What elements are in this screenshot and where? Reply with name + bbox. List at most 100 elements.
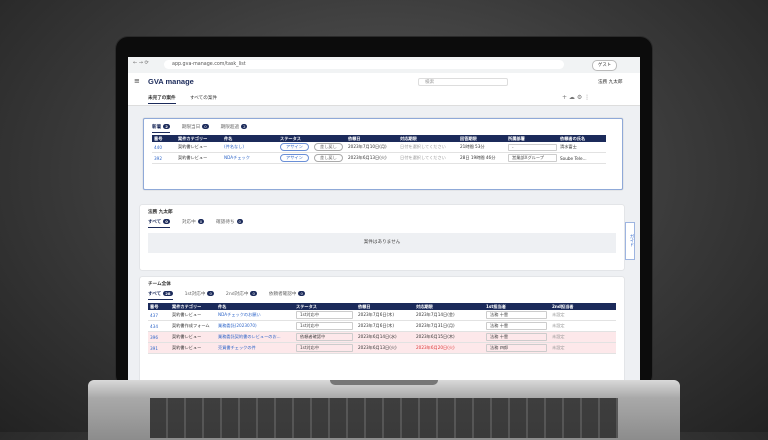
- cell: 2023年7月10日(月): [346, 142, 399, 153]
- tab-label: 2nd対応中: [225, 292, 249, 297]
- cell: アサイン: [278, 142, 312, 153]
- task-row[interactable]: 392 契約書レビュー NDAチェック アサイン 差し戻し 2023年6月13日(火) 日付…: [152, 152, 607, 164]
- cell: 434: [148, 320, 170, 332]
- cell: NDAチェック: [222, 152, 278, 164]
- user-name[interactable]: 法務 九太郎: [598, 80, 623, 85]
- department-select[interactable]: -: [508, 143, 557, 151]
- column-header: 依頼日: [356, 303, 414, 310]
- column-header: 依頼者の氏名: [558, 135, 607, 142]
- cell: -: [506, 142, 559, 153]
- task-row[interactable]: 391 契約書レビュー 売買書チェックの件 1st対応中 2023年6月13日(火) 20…: [148, 342, 616, 354]
- tab-label: 期限超過: [220, 125, 240, 130]
- guide-tab[interactable]: ガイド: [625, 222, 635, 260]
- tab-label: 確認待ち: [216, 220, 235, 225]
- assignee-select[interactable]: 法務 四郎: [486, 344, 547, 352]
- return-button[interactable]: 差し戻し: [314, 154, 343, 162]
- tab[interactable]: 新着 2: [152, 124, 170, 133]
- cell: 21時間 53分: [458, 142, 507, 153]
- cell: 差し戻し: [312, 142, 347, 153]
- cell: 未設定: [550, 342, 616, 354]
- cell: 2023年7月6日(木): [356, 310, 414, 321]
- column-header: 件名: [222, 135, 278, 142]
- assignee-select[interactable]: 法務 十雲: [486, 333, 547, 341]
- return-button[interactable]: 差し戻し: [314, 143, 343, 151]
- menu-icon[interactable]: ≡: [134, 77, 140, 85]
- tab[interactable]: 依頼者確認中 0: [269, 291, 305, 300]
- task-row[interactable]: 434 契約書作成フォーム 業務委託(2023070) 1st対応中 2023年7月6日…: [148, 320, 616, 332]
- empty-message: 案件はありません: [148, 233, 616, 253]
- column-header: 2nd担当者: [550, 303, 616, 310]
- cell: 契約書作成フォーム: [170, 320, 216, 332]
- nav-tab[interactable]: 未完了の案件: [148, 95, 176, 104]
- search-box[interactable]: 検索: [418, 78, 508, 86]
- nav-tab[interactable]: すべての案件: [190, 96, 218, 101]
- cell: 2023年7月6日(木): [356, 320, 414, 332]
- cell: NDAチェックのお願い: [216, 310, 294, 321]
- status-select[interactable]: 1st対応中: [296, 322, 354, 330]
- assign-button[interactable]: アサイン: [280, 143, 309, 151]
- tab-label: 対応中: [181, 220, 196, 225]
- header-row: 番号 案件カテゴリー 件名 ステータス 依頼日 対応期限 回答期限 所属部署 依頼者の氏名: [152, 135, 607, 142]
- tab[interactable]: 期限当日 0: [182, 124, 209, 133]
- cell: 1st対応中: [294, 320, 356, 332]
- assignee-panel: 法務 九太郎 すべて 0 対応中 0 確認待ち 0 案件はありません: [140, 205, 624, 270]
- column-header: 回答期限: [458, 135, 507, 142]
- task-row[interactable]: 437 契約書レビュー NDAチェックのお願い 1st対応中 2023年7月6日(木) 2…: [148, 310, 616, 321]
- tab-label: 新着: [152, 125, 162, 130]
- tab[interactable]: すべて 0: [148, 219, 170, 228]
- cell: 日付を選択してください: [398, 152, 459, 164]
- date-input[interactable]: 日付を選択してください: [400, 155, 446, 160]
- app-header: ≡ GVA manage 検索 法務 九太郎: [128, 73, 640, 91]
- status-select[interactable]: 1st対応中: [296, 311, 354, 319]
- task-row[interactable]: 440 契約書レビュー (件名なし) アサイン 差し戻し 2023年7月10日(月) 日付を…: [152, 142, 607, 153]
- status-select[interactable]: 1st対応中: [296, 344, 354, 352]
- cell: 契約書レビュー: [170, 310, 216, 321]
- tab-count: 0: [207, 291, 214, 296]
- cell: 1st対応中: [294, 310, 356, 321]
- task-row[interactable]: 396 契約書レビュー 業務委託契約書のレビューのお... 依頼者確認中 2023年6月…: [148, 331, 616, 343]
- cell: 営業部Xグループ: [506, 152, 559, 164]
- tab-label: 依頼者確認中: [268, 292, 297, 297]
- cell: 2023年6月15日(木): [414, 331, 484, 343]
- task-table: 番号 案件カテゴリー 件名 ステータス 依頼日 対応期限 回答期限 所属部署 依頼者の氏名 440…: [152, 135, 607, 164]
- column-header: 依頼日: [346, 135, 399, 142]
- logo[interactable]: GVA manage: [148, 77, 194, 86]
- cell: 法務 十雲: [484, 331, 550, 343]
- cell: 1st対応中: [294, 342, 356, 354]
- column-header: 1st担当者: [484, 303, 550, 310]
- assign-button[interactable]: アサイン: [280, 154, 309, 162]
- cell: Soube Tele...: [558, 152, 607, 164]
- tab[interactable]: 1st対応中 0: [185, 291, 214, 300]
- tab-label: すべて: [148, 292, 162, 297]
- cell: 業務委託契約書のレビューのお...: [216, 331, 294, 343]
- department-select[interactable]: 営業部Xグループ: [508, 154, 557, 162]
- column-header: ステータス: [278, 135, 347, 142]
- date-input[interactable]: 日付を選択してください: [400, 144, 446, 149]
- tab[interactable]: 期限超過 2: [221, 124, 248, 133]
- tab[interactable]: 対応中 0: [181, 219, 205, 228]
- column-header: 番号: [152, 135, 176, 142]
- toolbar-icons[interactable]: + ☁ ⚙ ⋮: [562, 94, 591, 101]
- cell: 法務 四郎: [484, 342, 550, 354]
- tab[interactable]: 2nd対応中 0: [226, 291, 257, 300]
- tab[interactable]: 確認待ち 0: [216, 219, 243, 228]
- status-select[interactable]: 依頼者確認中: [296, 333, 354, 341]
- cell: 2023年6月14日(水): [356, 331, 414, 343]
- profile-button[interactable]: ゲスト: [592, 60, 618, 71]
- cell: 未設定: [550, 310, 616, 321]
- cell: 依頼者確認中: [294, 331, 356, 343]
- browser-nav-buttons[interactable]: ← → ⟳: [133, 60, 149, 66]
- cell: 未設定: [550, 320, 616, 332]
- assignee-select[interactable]: 法務 十雲: [486, 322, 547, 330]
- tab-label: 1st対応中: [184, 292, 206, 297]
- column-header: 案件カテゴリー: [170, 303, 216, 310]
- browser-toolbar: ← → ⟳ app.gva-manage.com/task_list ゲスト: [128, 57, 640, 74]
- team-panel: チーム全体 すべて 28 1st対応中 0 2nd対応中 0 依頼者確認中 0 番号 案件カテゴ…: [140, 277, 624, 380]
- cell: 清水富士: [558, 142, 607, 153]
- cell: 未設定: [550, 331, 616, 343]
- assignee-select[interactable]: 法務 十雲: [486, 311, 547, 319]
- column-header: 所属部署: [506, 135, 559, 142]
- tab[interactable]: すべて 28: [148, 291, 173, 300]
- address-bar[interactable]: app.gva-manage.com/task_list: [164, 60, 564, 69]
